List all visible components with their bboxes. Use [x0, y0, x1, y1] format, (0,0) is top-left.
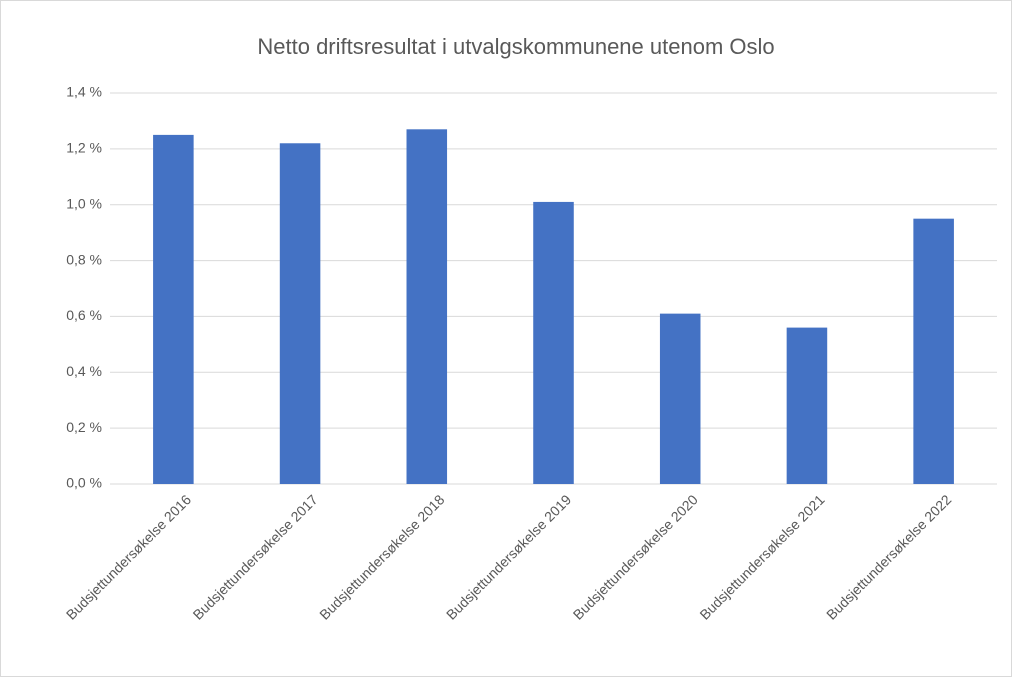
- y-tick-label: 0,4 %: [66, 363, 102, 379]
- y-tick-label: 0,0 %: [66, 475, 102, 491]
- bar: [786, 327, 828, 484]
- y-tick-label: 0,2 %: [66, 419, 102, 435]
- bar: [913, 218, 954, 484]
- y-tick-label: 1,4 %: [66, 84, 102, 100]
- y-tick-label: 1,0 %: [66, 195, 102, 211]
- y-tick-label: 0,8 %: [66, 251, 102, 267]
- chart-title: Netto driftsresultat i utvalgskommunene …: [257, 34, 774, 59]
- bar: [659, 313, 701, 484]
- y-tick-label: 1,2 %: [66, 140, 102, 156]
- bar: [153, 134, 194, 484]
- bar: [279, 143, 321, 484]
- y-tick-label: 0,6 %: [66, 307, 102, 323]
- bar: [533, 201, 574, 484]
- bar: [406, 129, 448, 485]
